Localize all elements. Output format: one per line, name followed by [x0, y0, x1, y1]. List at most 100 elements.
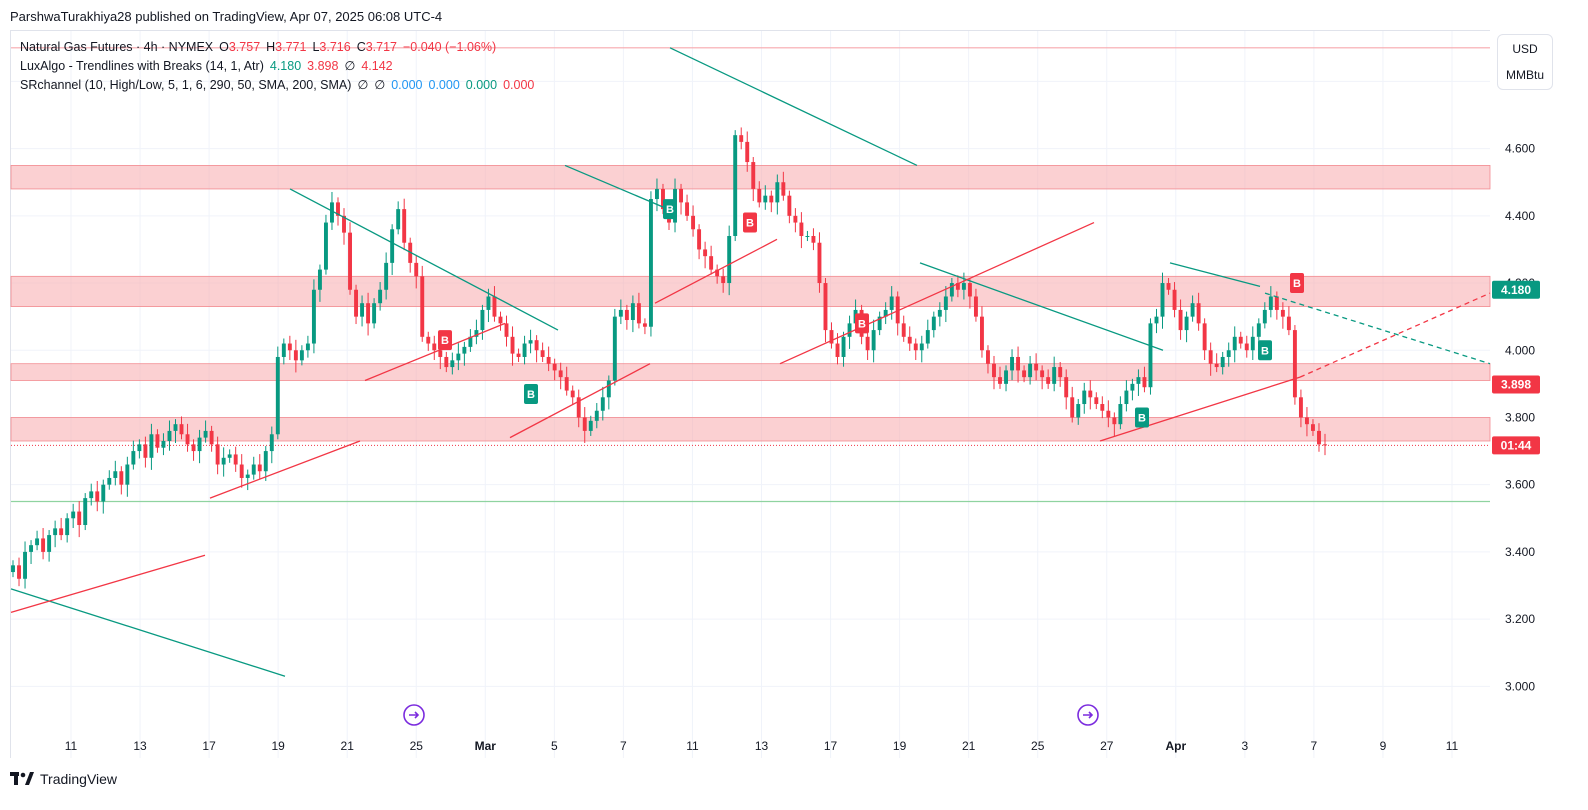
- candle-body: [618, 309, 623, 317]
- candle-body: [781, 182, 786, 196]
- candle: [1250, 326, 1255, 361]
- candle: [125, 456, 130, 497]
- candle: [612, 308, 617, 386]
- break-signal: B: [1135, 407, 1149, 428]
- candle-body: [883, 309, 888, 317]
- candle-body: [149, 434, 154, 458]
- candle-body: [59, 528, 64, 536]
- candle: [1142, 366, 1147, 393]
- candle-body: [793, 215, 798, 223]
- candle-body: [390, 229, 395, 263]
- legend-symbol-row[interactable]: Natural Gas Futures · 4h · NYMEX O3.757 …: [20, 38, 534, 57]
- candle-body: [432, 343, 437, 351]
- candle: [47, 530, 52, 562]
- candle-body: [570, 390, 575, 398]
- candle-body: [973, 296, 978, 317]
- candle: [155, 429, 160, 453]
- trendline-teal: [669, 47, 918, 167]
- candle-body: [546, 356, 551, 364]
- candle: [1280, 302, 1285, 329]
- trendline-teal: [919, 262, 1164, 351]
- candle: [113, 460, 118, 486]
- trendline-red: [209, 440, 361, 499]
- candle-body: [1106, 410, 1111, 418]
- candle-body: [1250, 336, 1255, 351]
- candle: [992, 355, 996, 390]
- currency-unit-box[interactable]: USD MMBtu: [1497, 34, 1553, 90]
- candle: [1136, 369, 1141, 396]
- break-signal-label: B: [666, 204, 674, 216]
- candle: [137, 439, 142, 459]
- candle-body: [53, 528, 58, 536]
- candle-body: [877, 316, 882, 331]
- srchannel-value-1: 0.000: [391, 78, 423, 92]
- candle: [269, 426, 274, 464]
- legend-luxalgo-row[interactable]: LuxAlgo - Trendlines with Breaks (14, 1,…: [20, 57, 534, 76]
- candle: [1118, 396, 1123, 430]
- candle: [1214, 353, 1219, 373]
- candle-body: [41, 538, 46, 552]
- candle: [1317, 423, 1321, 452]
- candle-body: [468, 336, 473, 347]
- candle: [877, 311, 882, 336]
- candle: [239, 454, 244, 488]
- candle-body: [558, 370, 563, 378]
- candle: [275, 346, 280, 440]
- candle: [245, 469, 250, 491]
- candle: [1040, 365, 1045, 390]
- luxalgo-value-3: 4.142: [361, 59, 393, 73]
- legend: Natural Gas Futures · 4h · NYMEX O3.757 …: [20, 38, 534, 95]
- break-signal-label: B: [441, 335, 449, 347]
- srchannel-empty-1: ∅: [357, 78, 369, 92]
- candle: [883, 302, 888, 325]
- x-tick-label: Mar: [475, 739, 497, 753]
- candle: [348, 222, 352, 295]
- branding[interactable]: TradingView: [10, 771, 117, 787]
- candle-body: [787, 195, 792, 216]
- chart-frame[interactable]: [10, 30, 1490, 758]
- candle: [29, 540, 34, 564]
- sr-zone: [10, 417, 1491, 442]
- candle: [709, 245, 714, 275]
- trendline-red: [1099, 376, 1301, 442]
- break-signal-badge: [438, 330, 452, 351]
- candle: [1208, 342, 1213, 376]
- candle-body: [967, 283, 972, 297]
- change-value: −0.040 (−1.06%): [403, 40, 497, 54]
- candle-body: [167, 430, 172, 441]
- candle: [781, 171, 786, 201]
- break-signal: B: [1290, 273, 1304, 294]
- break-signal-badge: [1290, 273, 1304, 294]
- candle-body: [630, 303, 635, 321]
- candle-body: [492, 296, 497, 317]
- candle-body: [197, 437, 202, 452]
- trendline-red: [779, 221, 1095, 365]
- candle-body: [739, 135, 744, 142]
- candle: [757, 181, 762, 208]
- candle: [558, 362, 563, 390]
- candle-body: [414, 262, 419, 277]
- candle-body: [907, 336, 912, 344]
- candle: [721, 268, 726, 293]
- break-signal-badge: [743, 212, 757, 233]
- candle: [733, 130, 738, 242]
- unit-label[interactable]: MMBtu: [1505, 68, 1544, 82]
- candle-body: [919, 343, 924, 351]
- candle: [251, 456, 256, 480]
- candle: [1178, 299, 1183, 340]
- currency-label[interactable]: USD: [1512, 42, 1538, 56]
- legend-srchannel-row[interactable]: SRchannel (10, High/Low, 5, 1, 6, 290, 5…: [20, 76, 534, 95]
- candle: [71, 503, 76, 529]
- candle: [1016, 346, 1021, 383]
- candle: [432, 335, 437, 361]
- break-signal: B: [855, 313, 869, 334]
- y-tick-label: 4.600: [1505, 142, 1535, 156]
- candle-body: [1130, 383, 1135, 391]
- y-tick-label: 3.600: [1505, 478, 1535, 492]
- trendline-teal: [1169, 262, 1261, 288]
- candle-body: [1184, 316, 1189, 331]
- candle: [215, 436, 220, 475]
- srchannel-value-3: 0.000: [465, 78, 498, 92]
- candle-body: [552, 363, 557, 371]
